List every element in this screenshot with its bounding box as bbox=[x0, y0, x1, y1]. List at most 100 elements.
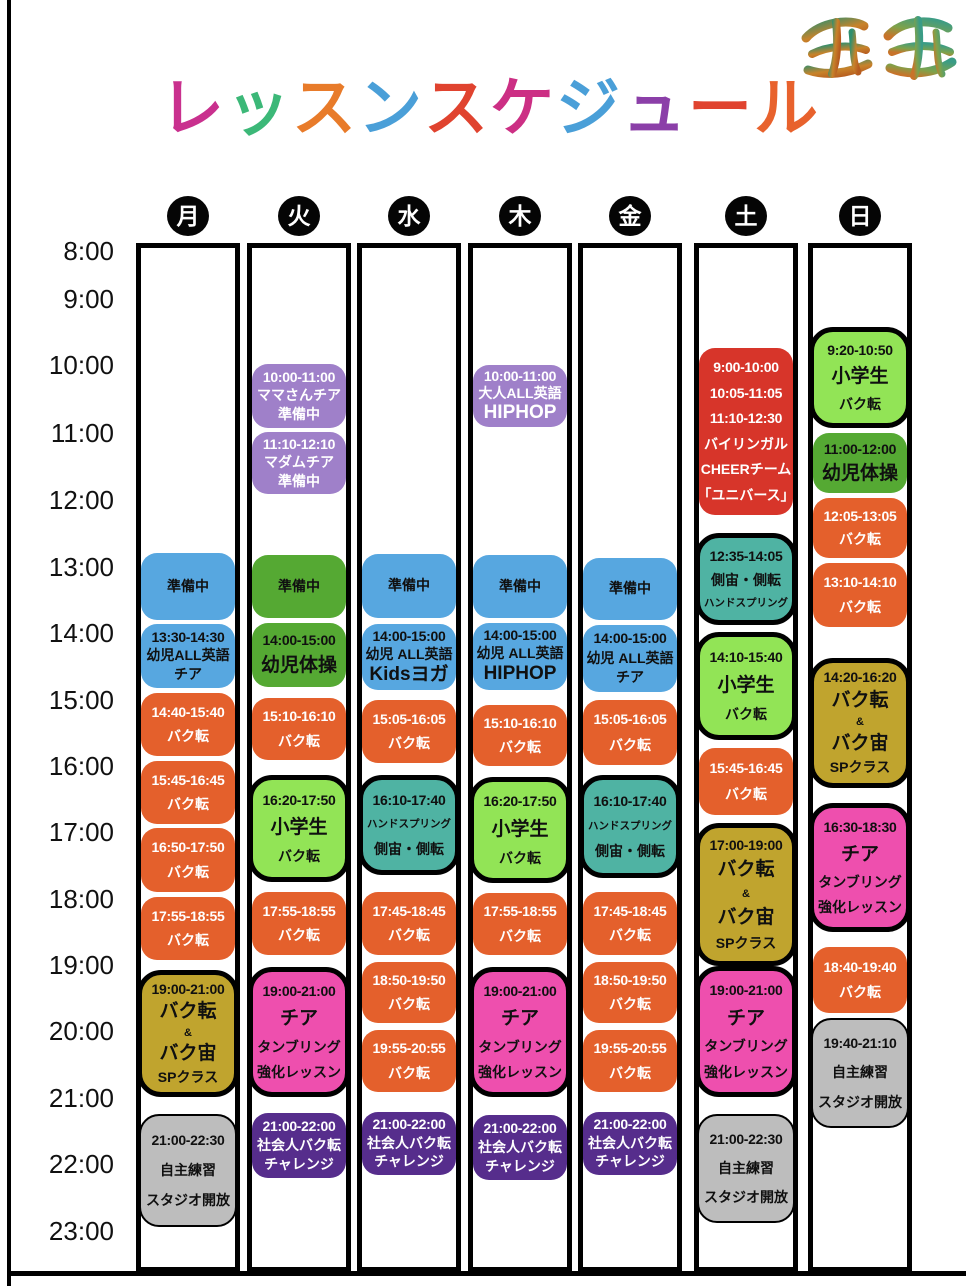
block-time-range: 17:00-19:00 bbox=[709, 836, 783, 853]
block-label: Kidsヨガ bbox=[369, 663, 449, 685]
block-time-range: 18:50-19:50 bbox=[372, 971, 446, 988]
block-time-range: 13:30-14:30 bbox=[151, 628, 225, 645]
time-label: 21:00 bbox=[48, 1083, 114, 1113]
brand-calligraphy-logo-icon bbox=[801, 16, 957, 80]
day-column-tue: 10:00-11:00 ママさんチア 準備中 11:10-12:10 マダムチア 準備中準… bbox=[247, 243, 351, 1272]
block-label: スタジオ開放 bbox=[818, 1093, 902, 1110]
day-column-thu: 10:00-11:00 大人ALL英語 HIPHOP 準備中 14:00-15:00 幼児… bbox=[468, 243, 572, 1272]
title-char: ュ bbox=[622, 72, 688, 144]
title-char: ル bbox=[754, 72, 820, 144]
block-label: バク転 bbox=[609, 995, 651, 1012]
block-label: 社会人バク転 bbox=[367, 1134, 451, 1151]
title-char: ケ bbox=[490, 72, 556, 144]
time-label: 23:00 bbox=[48, 1216, 114, 1246]
block-label: バク転 bbox=[499, 927, 541, 944]
block-label: HIPHOP bbox=[483, 401, 557, 423]
block-label: バク宙 bbox=[831, 733, 889, 755]
block-label: チャレンジ bbox=[595, 1153, 665, 1170]
time-label: 18:00 bbox=[48, 884, 114, 914]
block-label: バク転 bbox=[159, 1001, 217, 1023]
schedule-block: 21:00-22:00 社会人バク転 チャレンジ bbox=[583, 1112, 677, 1175]
schedule-block: 14:00-15:00 幼児 ALL英語 Kidsヨガ bbox=[362, 624, 456, 690]
time-label: 12:00 bbox=[48, 485, 114, 515]
block-label: チア bbox=[279, 1008, 318, 1030]
schedule-block: 9:00-10:00 10:05-11:05 11:10-12:30 バイリンガル CH… bbox=[697, 348, 795, 515]
block-time-range: 15:10-16:10 bbox=[483, 714, 557, 731]
time-label: 16:00 bbox=[48, 751, 114, 781]
block-label: 社会人バク転 bbox=[478, 1138, 562, 1155]
block-time-range: 10:00-11:00 bbox=[262, 368, 336, 385]
schedule-block: 14:00-15:00 幼児 ALL英語 HIPHOP bbox=[473, 623, 567, 690]
block-label: CHEERチーム bbox=[700, 461, 792, 478]
block-time-range: 21:00-22:30 bbox=[151, 1131, 225, 1148]
block-label: バク転 bbox=[167, 932, 209, 949]
block-label: バク転 bbox=[278, 927, 320, 944]
time-label: 8:00 bbox=[63, 236, 114, 266]
schedule-block: 準備中 bbox=[252, 555, 346, 618]
block-label: 側宙・側転 bbox=[374, 840, 444, 857]
schedule-block: 16:10-17:40 ハンドスプリング 側宙・側転 bbox=[358, 775, 460, 875]
schedule-block: 15:10-16:10 バク転 bbox=[252, 698, 346, 760]
title-char: ン bbox=[358, 72, 424, 144]
block-label: HIPHOP bbox=[483, 663, 557, 685]
time-label: 22:00 bbox=[48, 1149, 114, 1179]
block-label: タンブリング bbox=[257, 1038, 341, 1055]
day-header-tue: 火 bbox=[278, 196, 320, 236]
schedule-block: 14:00-15:00 幼児 ALL英語 チア bbox=[583, 625, 677, 692]
title-char: ッ bbox=[226, 72, 292, 144]
schedule-block: 9:20-10:50 小学生 バク転 bbox=[809, 327, 911, 428]
day-header-thu: 木 bbox=[499, 196, 541, 236]
time-label: 14:00 bbox=[48, 618, 114, 648]
schedule-block: 16:20-17:50 小学生 バク転 bbox=[469, 777, 571, 883]
block-time-range: 16:20-17:50 bbox=[262, 791, 336, 808]
block-label: 「ユニバース」 bbox=[697, 486, 795, 503]
schedule-block: 15:05-16:05 バク転 bbox=[362, 700, 456, 763]
block-label: 側宙・側転 bbox=[711, 572, 781, 589]
block-label: バク転 bbox=[388, 995, 430, 1012]
block-label: タンブリング bbox=[704, 1038, 788, 1055]
schedule-block: 19:40-21:10 自主練習 スタジオ開放 bbox=[811, 1018, 909, 1128]
schedule-block: 19:00-21:00 チア タンブリング 強化レッスン bbox=[695, 966, 797, 1097]
schedule-block: 16:50-17:50 バク転 bbox=[141, 828, 235, 892]
block-label: 自主練習 bbox=[832, 1064, 888, 1081]
block-label: マダムチア bbox=[264, 454, 334, 471]
block-label: 大人ALL英語 bbox=[478, 384, 562, 401]
block-label: 側宙・側転 bbox=[595, 843, 665, 860]
schedule-block: 準備中 bbox=[141, 553, 235, 620]
block-time-range: 14:00-15:00 bbox=[483, 627, 557, 644]
block-label: 小学生 bbox=[717, 674, 775, 696]
block-label: 自主練習 bbox=[718, 1159, 774, 1176]
block-time-range: 19:00-21:00 bbox=[709, 982, 783, 999]
block-label: ママさんチア bbox=[257, 387, 341, 404]
day-column-wed: 準備中 14:00-15:00 幼児 ALL英語 Kidsヨガ 15:05-16:05 バ… bbox=[357, 243, 461, 1272]
schedule-block: 12:35-14:05 側宙・側転 ハンドスプリング bbox=[695, 533, 797, 625]
block-label: SPクラス bbox=[157, 1068, 219, 1085]
block-label: チャレンジ bbox=[374, 1153, 444, 1170]
schedule-block: 21:00-22:00 社会人バク転 チャレンジ bbox=[252, 1113, 346, 1178]
block-label: 社会人バク転 bbox=[257, 1136, 341, 1153]
block-label: 準備中 bbox=[278, 406, 320, 423]
schedule-block: 18:50-19:50 バク転 bbox=[362, 962, 456, 1023]
block-label: 幼児 ALL英語 bbox=[586, 649, 674, 666]
block-label: 準備中 bbox=[388, 577, 430, 594]
block-time-range: 14:20-16:20 bbox=[823, 669, 897, 686]
block-label: 小学生 bbox=[491, 818, 549, 840]
schedule-block: 16:20-17:50 小学生 バク転 bbox=[248, 775, 350, 882]
schedule-block: 15:45-16:45 バク転 bbox=[699, 748, 793, 815]
block-label: & bbox=[184, 1026, 192, 1039]
block-label: スタジオ開放 bbox=[146, 1191, 230, 1208]
block-time-range: 17:55-18:55 bbox=[483, 903, 557, 920]
block-label: バク宙 bbox=[159, 1043, 217, 1065]
block-time-range: 19:00-21:00 bbox=[262, 983, 336, 1000]
block-time-range: 11:10-12:30 bbox=[709, 410, 783, 427]
block-time-range: 16:20-17:50 bbox=[483, 793, 557, 810]
block-time-range: 13:10-14:10 bbox=[823, 573, 897, 590]
block-time-range: 17:45-18:45 bbox=[593, 902, 667, 919]
block-time-range: 14:40-15:40 bbox=[151, 703, 225, 720]
block-time-range: 15:05-16:05 bbox=[593, 711, 667, 728]
block-label: バク転 bbox=[388, 927, 430, 944]
schedule-block: 17:45-18:45 バク転 bbox=[583, 892, 677, 955]
schedule-block: 21:00-22:00 社会人バク転 チャレンジ bbox=[362, 1112, 456, 1175]
block-label: バク転 bbox=[499, 738, 541, 755]
